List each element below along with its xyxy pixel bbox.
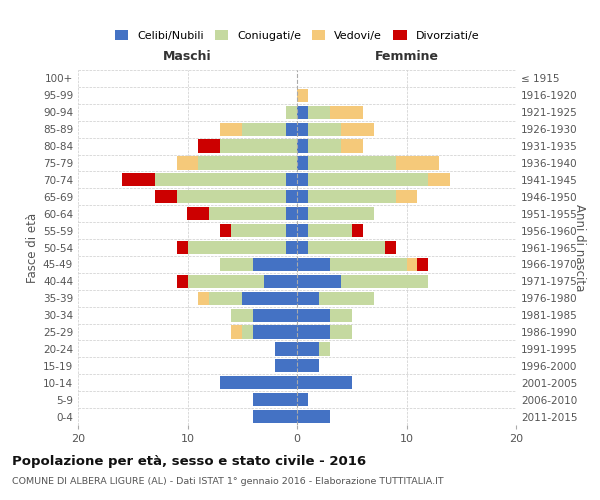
- Bar: [297, 140, 308, 152]
- Bar: [330, 258, 407, 271]
- Bar: [297, 241, 308, 254]
- Bar: [308, 156, 395, 170]
- Text: Femmine: Femmine: [374, 50, 439, 63]
- Y-axis label: Anni di nascita: Anni di nascita: [573, 204, 586, 291]
- Bar: [275, 342, 297, 355]
- Y-axis label: Fasce di età: Fasce di età: [26, 212, 39, 282]
- Bar: [199, 140, 220, 152]
- Bar: [176, 241, 187, 254]
- Bar: [341, 274, 428, 288]
- Bar: [330, 308, 352, 322]
- Bar: [199, 156, 297, 170]
- Bar: [297, 376, 352, 390]
- Bar: [297, 224, 308, 237]
- Bar: [155, 190, 176, 203]
- Bar: [253, 308, 297, 322]
- Text: COMUNE DI ALBERA LIGURE (AL) - Dati ISTAT 1° gennaio 2016 - Elaborazione TUTTITA: COMUNE DI ALBERA LIGURE (AL) - Dati ISTA…: [12, 478, 443, 486]
- Bar: [418, 258, 428, 271]
- Bar: [341, 122, 374, 136]
- Bar: [330, 106, 363, 119]
- Bar: [395, 156, 439, 170]
- Bar: [297, 174, 308, 186]
- Bar: [220, 376, 297, 390]
- Bar: [308, 207, 374, 220]
- Bar: [297, 342, 319, 355]
- Bar: [242, 326, 253, 338]
- Bar: [297, 292, 319, 305]
- Bar: [308, 224, 352, 237]
- Bar: [253, 393, 297, 406]
- Bar: [232, 308, 253, 322]
- Bar: [297, 326, 330, 338]
- Bar: [209, 207, 286, 220]
- Bar: [308, 241, 385, 254]
- Bar: [297, 410, 330, 423]
- Bar: [319, 292, 374, 305]
- Bar: [297, 122, 308, 136]
- Bar: [176, 156, 199, 170]
- Bar: [187, 207, 209, 220]
- Bar: [220, 258, 253, 271]
- Bar: [297, 89, 308, 102]
- Bar: [220, 122, 242, 136]
- Bar: [199, 292, 209, 305]
- Bar: [220, 224, 232, 237]
- Bar: [253, 410, 297, 423]
- Bar: [297, 359, 319, 372]
- Bar: [176, 274, 187, 288]
- Bar: [297, 106, 308, 119]
- Bar: [308, 122, 341, 136]
- Bar: [308, 106, 330, 119]
- Bar: [297, 190, 308, 203]
- Bar: [286, 224, 297, 237]
- Bar: [232, 326, 242, 338]
- Bar: [187, 274, 264, 288]
- Bar: [407, 258, 418, 271]
- Bar: [297, 258, 330, 271]
- Bar: [122, 174, 155, 186]
- Bar: [242, 292, 297, 305]
- Bar: [297, 393, 308, 406]
- Bar: [385, 241, 395, 254]
- Bar: [242, 122, 286, 136]
- Bar: [286, 190, 297, 203]
- Bar: [352, 224, 362, 237]
- Bar: [253, 258, 297, 271]
- Bar: [286, 174, 297, 186]
- Bar: [187, 241, 286, 254]
- Bar: [308, 174, 428, 186]
- Bar: [319, 342, 330, 355]
- Bar: [297, 308, 330, 322]
- Bar: [341, 140, 362, 152]
- Bar: [308, 140, 341, 152]
- Bar: [253, 326, 297, 338]
- Bar: [330, 326, 352, 338]
- Bar: [232, 224, 286, 237]
- Bar: [275, 359, 297, 372]
- Bar: [395, 190, 418, 203]
- Text: Maschi: Maschi: [163, 50, 212, 63]
- Bar: [286, 207, 297, 220]
- Legend: Celibi/Nubili, Coniugati/e, Vedovi/e, Divorziati/e: Celibi/Nubili, Coniugati/e, Vedovi/e, Di…: [110, 26, 484, 46]
- Bar: [297, 207, 308, 220]
- Bar: [286, 106, 297, 119]
- Bar: [176, 190, 286, 203]
- Bar: [264, 274, 297, 288]
- Bar: [155, 174, 286, 186]
- Bar: [209, 292, 242, 305]
- Bar: [297, 156, 308, 170]
- Bar: [428, 174, 450, 186]
- Bar: [308, 190, 395, 203]
- Bar: [297, 274, 341, 288]
- Bar: [286, 122, 297, 136]
- Bar: [220, 140, 297, 152]
- Bar: [286, 241, 297, 254]
- Text: Popolazione per età, sesso e stato civile - 2016: Popolazione per età, sesso e stato civil…: [12, 455, 366, 468]
